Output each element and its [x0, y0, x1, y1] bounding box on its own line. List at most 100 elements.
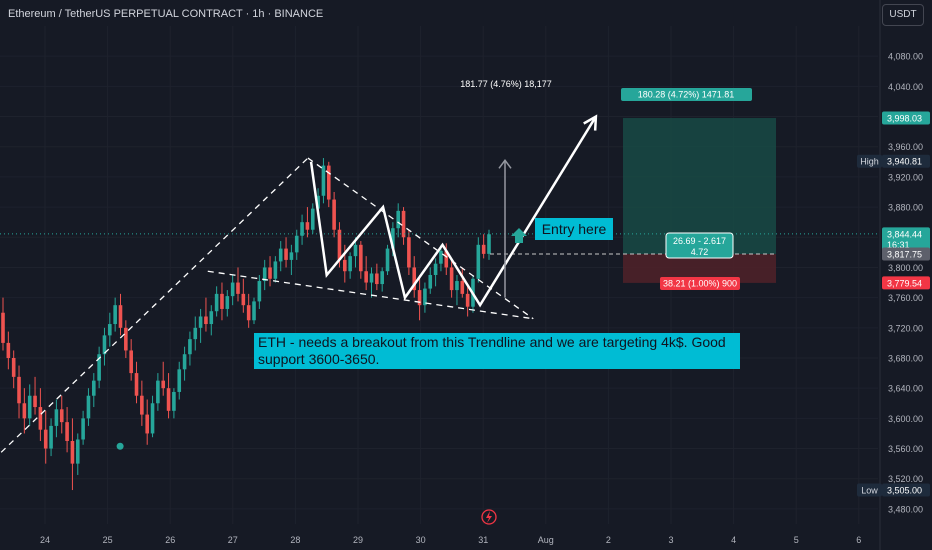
x-tick-label: 25	[103, 535, 113, 545]
candle-body	[118, 305, 123, 328]
price-tag-text: 3,998.03	[887, 114, 922, 124]
candle-body	[33, 395, 37, 408]
candle-body	[375, 273, 379, 285]
candle-body	[6, 342, 11, 358]
candle-body	[182, 354, 187, 370]
measure-arrowhead	[498, 159, 512, 169]
y-tick-label: 4,080.00	[888, 52, 923, 62]
candle-body	[257, 281, 262, 302]
x-tick-label: 24	[40, 535, 50, 545]
candle-body	[449, 267, 454, 291]
candle-body	[391, 228, 395, 249]
candle-body	[246, 305, 251, 321]
candle-body	[49, 425, 53, 449]
price-tag-current	[882, 227, 930, 252]
y-tick-label: 3,560.00	[888, 444, 923, 454]
price-tag-text: 3,505.00	[887, 486, 922, 496]
candle-body	[145, 414, 149, 434]
x-tick-label: 3	[668, 535, 673, 545]
measure-label: 181.77 (4.76%) 18,177	[460, 79, 552, 89]
candle-body	[343, 259, 347, 272]
candle-body	[81, 418, 85, 440]
support-trendline	[0, 157, 309, 453]
candle-body	[460, 281, 465, 294]
rr-box-line2: 4.72	[691, 247, 709, 257]
candle-body	[487, 234, 491, 254]
y-tick-label: 3,680.00	[888, 354, 923, 364]
target-box-text: 180.28 (4.72%) 1471.81	[638, 90, 735, 100]
stop-box	[660, 277, 740, 290]
candle-body	[316, 195, 320, 209]
candle-body	[294, 235, 299, 253]
y-tick-label: 3,600.00	[888, 414, 923, 424]
candle-body	[412, 267, 417, 291]
rr-box	[665, 232, 734, 259]
candle-body	[289, 252, 294, 260]
y-tick-label: 3,480.00	[888, 504, 923, 514]
candle-body	[220, 293, 224, 309]
price-tag-text: 3,844.44	[887, 229, 922, 239]
candle-body	[129, 350, 133, 374]
y-tick-label: 3,880.00	[888, 203, 923, 213]
candle-body	[321, 165, 326, 196]
candle-body	[108, 324, 112, 336]
candle-body	[150, 403, 155, 434]
candle-body	[230, 282, 235, 297]
time-axis-bg	[0, 526, 932, 550]
y-tick-label: 3,960.00	[888, 142, 923, 152]
x-tick-label: 5	[794, 535, 799, 545]
candle-body	[428, 275, 433, 289]
candle-body	[236, 282, 240, 294]
price-tag-badge-text: High	[860, 157, 879, 167]
x-tick-label: 30	[416, 535, 426, 545]
candle-body	[188, 339, 192, 355]
price-tag-badge	[857, 154, 882, 168]
y-tick-label: 3,520.00	[888, 474, 923, 484]
candle-body	[134, 373, 139, 396]
y-tick-label: 3,640.00	[888, 384, 923, 394]
candle-body	[326, 165, 331, 200]
support-dot	[116, 442, 124, 450]
candle-body	[70, 441, 75, 464]
price-tag-text: 3,940.81	[887, 157, 922, 167]
stop-box-text: 38.21 (1.00%) 900	[663, 279, 737, 289]
price-tag-text: 3,817.75	[887, 250, 922, 260]
candle-body	[401, 210, 406, 238]
triangle-upper-line	[307, 157, 534, 320]
price-tag-high	[882, 154, 930, 168]
projection-path	[309, 115, 597, 308]
candle-body	[353, 244, 358, 257]
y-tick-label: 3,800.00	[888, 263, 923, 273]
candle-body	[444, 250, 449, 268]
candle-body	[305, 222, 310, 230]
projection-arrowhead	[583, 114, 598, 131]
price-tag-stop	[882, 276, 930, 290]
candle-body	[97, 354, 101, 381]
candle-body	[161, 380, 166, 389]
event-lightning-icon	[481, 509, 497, 525]
entry-here-label: Entry here	[535, 218, 613, 240]
candle-body	[11, 358, 16, 377]
price-tag-text: 3,779.54	[887, 278, 922, 288]
y-tick-label: 4,040.00	[888, 82, 923, 92]
candle-body	[268, 267, 272, 279]
candle-body	[198, 316, 203, 328]
candle-body	[38, 407, 43, 430]
x-tick-label: Aug	[538, 535, 554, 545]
y-tick-label: 3,920.00	[888, 172, 923, 182]
currency-button[interactable]: USDT	[882, 4, 924, 26]
candle-body	[17, 376, 21, 404]
chart-title: Ethereum / TetherUS PERPETUAL CONTRACT ·…	[8, 8, 324, 20]
candle-body	[359, 244, 363, 272]
target-zone	[623, 118, 776, 255]
x-tick-label: 29	[353, 535, 363, 545]
candle-body	[455, 281, 459, 291]
candle-body	[417, 290, 422, 306]
candle-body	[91, 380, 96, 396]
candle-body	[166, 388, 171, 411]
candle-body	[252, 301, 256, 321]
candle-body	[204, 316, 208, 325]
x-tick-label: 4	[731, 535, 736, 545]
target-box	[621, 88, 752, 101]
